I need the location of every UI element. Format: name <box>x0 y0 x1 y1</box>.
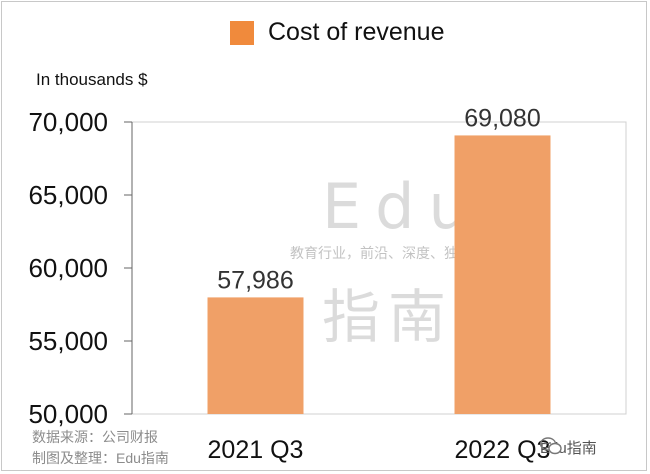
watermark-cn: 指南 <box>322 285 455 350</box>
source-line-1: 数据来源：公司财报 <box>32 429 158 445</box>
y-tick-label: 65,000 <box>28 180 108 210</box>
plot-area <box>131 121 627 415</box>
unit-label: In thousands $ <box>36 70 148 89</box>
y-tick-label: 50,000 <box>28 399 108 429</box>
legend: Cost of revenue <box>230 18 445 47</box>
watermark-edu: Edu <box>322 170 482 243</box>
data-label: 57,986 <box>217 266 293 294</box>
bar <box>454 135 551 414</box>
watermark-subtitle: 教育行业，前沿、深度、独家 <box>290 245 472 261</box>
data-label: 69,080 <box>464 104 540 132</box>
y-tick-label: 70,000 <box>28 107 108 137</box>
legend-label: Cost of revenue <box>268 18 445 46</box>
y-tick-label: 55,000 <box>28 326 108 356</box>
bar <box>207 297 304 414</box>
source-line-2: 制图及整理：Edu指南 <box>32 450 169 466</box>
y-tick-label: 60,000 <box>28 253 108 283</box>
brand: Edu指南 <box>540 437 597 458</box>
x-category-label: 2021 Q3 <box>208 436 304 464</box>
wechat-icon <box>540 437 562 455</box>
x-category-label: 2022 Q3 <box>455 436 551 464</box>
legend-swatch <box>230 20 254 45</box>
